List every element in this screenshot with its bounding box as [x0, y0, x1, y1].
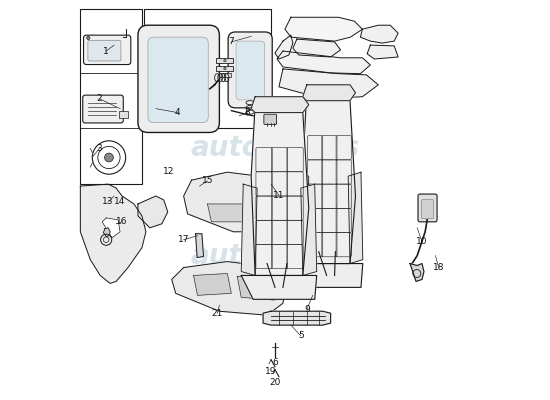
- Circle shape: [104, 153, 113, 162]
- Polygon shape: [285, 17, 362, 41]
- Polygon shape: [367, 45, 398, 59]
- Polygon shape: [263, 311, 331, 325]
- FancyBboxPatch shape: [138, 25, 219, 132]
- Polygon shape: [303, 85, 355, 101]
- Bar: [119, 111, 128, 118]
- Text: 11: 11: [273, 191, 285, 200]
- Polygon shape: [102, 218, 120, 238]
- Text: 7: 7: [228, 38, 234, 46]
- Polygon shape: [360, 25, 398, 43]
- Text: 10: 10: [416, 237, 428, 246]
- Text: 14: 14: [114, 198, 126, 206]
- Text: 20: 20: [270, 378, 280, 387]
- Text: 18: 18: [433, 263, 444, 272]
- Polygon shape: [301, 184, 317, 276]
- FancyBboxPatch shape: [148, 37, 208, 122]
- Polygon shape: [293, 264, 363, 287]
- Bar: [216, 58, 233, 63]
- Text: 9: 9: [304, 305, 310, 314]
- Polygon shape: [138, 196, 168, 228]
- FancyBboxPatch shape: [82, 95, 123, 123]
- Polygon shape: [196, 234, 204, 258]
- FancyBboxPatch shape: [228, 32, 272, 108]
- Text: 17: 17: [178, 235, 189, 244]
- Text: autosparts: autosparts: [190, 242, 360, 270]
- Polygon shape: [241, 184, 257, 276]
- Polygon shape: [279, 69, 378, 99]
- Polygon shape: [184, 172, 299, 232]
- Polygon shape: [172, 262, 287, 315]
- Polygon shape: [303, 93, 355, 264]
- Polygon shape: [410, 264, 424, 282]
- Text: 2: 2: [97, 94, 102, 103]
- Text: 6: 6: [272, 358, 278, 366]
- Text: 4: 4: [175, 108, 180, 117]
- Polygon shape: [277, 51, 370, 74]
- Polygon shape: [241, 276, 317, 299]
- Circle shape: [224, 59, 226, 62]
- Polygon shape: [275, 35, 293, 59]
- Polygon shape: [251, 97, 309, 113]
- Polygon shape: [293, 39, 340, 57]
- Polygon shape: [194, 274, 232, 295]
- Text: 8: 8: [244, 108, 250, 117]
- Text: 15: 15: [202, 176, 213, 186]
- Polygon shape: [348, 172, 363, 264]
- Polygon shape: [293, 172, 309, 264]
- Circle shape: [87, 36, 90, 40]
- Bar: [80, 9, 142, 184]
- FancyBboxPatch shape: [236, 41, 265, 100]
- Text: 19: 19: [265, 367, 276, 376]
- Text: 16: 16: [116, 217, 128, 226]
- FancyBboxPatch shape: [84, 35, 131, 64]
- Bar: [216, 66, 233, 71]
- Bar: [144, 9, 271, 128]
- Circle shape: [224, 67, 226, 70]
- Polygon shape: [103, 228, 110, 236]
- Text: 21: 21: [212, 309, 223, 318]
- Polygon shape: [207, 204, 249, 222]
- FancyBboxPatch shape: [422, 200, 433, 219]
- FancyBboxPatch shape: [88, 40, 121, 61]
- Text: 13: 13: [102, 198, 114, 206]
- Text: autosparts: autosparts: [190, 134, 360, 162]
- Text: 1: 1: [103, 46, 109, 56]
- Text: 3: 3: [97, 144, 102, 153]
- Text: 5: 5: [298, 331, 304, 340]
- FancyBboxPatch shape: [418, 194, 437, 222]
- Polygon shape: [80, 184, 146, 284]
- FancyBboxPatch shape: [264, 114, 277, 124]
- Polygon shape: [255, 205, 293, 225]
- Text: 12: 12: [163, 167, 175, 176]
- Polygon shape: [237, 276, 274, 300]
- Bar: [219, 73, 232, 77]
- Polygon shape: [251, 105, 309, 276]
